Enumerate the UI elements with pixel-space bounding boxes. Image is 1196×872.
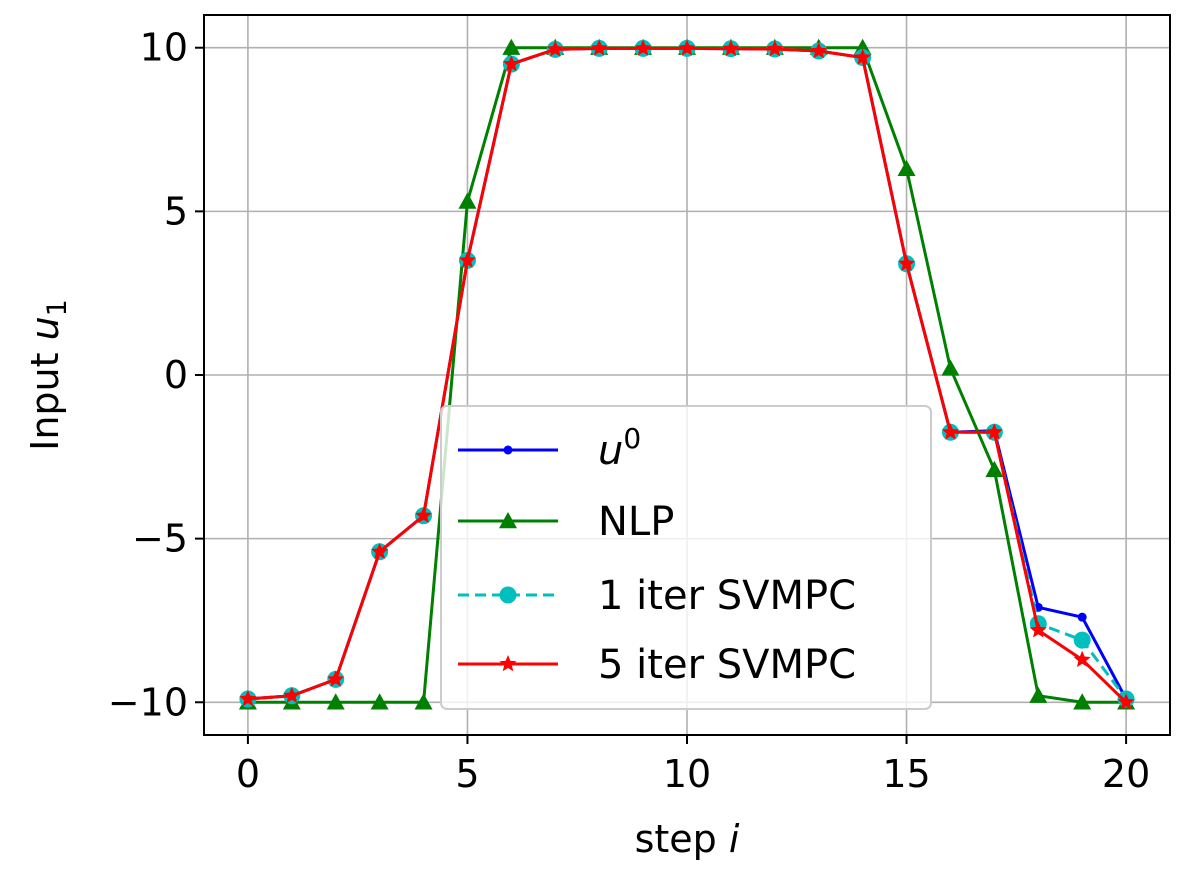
triangle-marker [499,512,517,529]
y-axis-label-var: u [23,316,67,340]
triangle-marker [897,159,916,177]
star-marker [283,686,301,704]
legend: u0 NLP 1 iter SVMPC 5 iter SVMPC [440,405,932,710]
star-marker [414,506,433,524]
dot-marker [503,445,513,455]
star-marker [499,655,517,672]
triangle-marker [370,693,389,710]
y-axis-label: Input u1 [23,299,73,451]
series-layer [238,38,1136,710]
star-marker [1117,693,1135,710]
y-tick-label: 5 [164,189,188,233]
star-marker [941,423,960,440]
star-marker [897,254,916,272]
x-tick-label: 10 [663,752,711,796]
circle-marker [1073,631,1091,649]
legend-label: 5 iter SVMPC [598,642,856,688]
x-tick-label: 15 [882,752,930,796]
legend-label: 1 iter SVMPC [598,573,856,619]
y-tick-label: −10 [108,680,188,724]
triangle-marker [1029,686,1048,703]
triangle-marker [1073,693,1092,710]
star-marker [502,55,520,72]
x-axis-label-text: step [635,817,729,861]
legend-label-base: u [598,428,623,474]
star-marker [371,542,389,560]
star-marker [239,690,257,707]
star-marker [327,670,345,687]
y-tick-label: 0 [164,353,188,397]
y-axis-label-sub: 1 [42,299,73,316]
star-marker [854,48,872,65]
y-axis-label-text: Input [23,340,67,450]
star-marker [634,39,652,56]
y-tick-label: 10 [140,26,188,70]
legend-label-sup: 0 [623,422,641,455]
legend-label: NLP [598,499,674,545]
y-tick-label: −5 [132,517,188,561]
star-marker [1029,621,1047,638]
triangle-marker [985,460,1004,478]
star-marker [458,251,477,268]
triangle-marker [326,693,345,710]
legend-box [440,405,932,710]
legend-label: u0 [598,422,641,474]
star-marker [810,42,828,59]
x-axis-label-var: i [729,817,740,861]
circle-marker [499,586,517,604]
triangle-marker [941,359,960,376]
star-marker [722,39,740,56]
axis-ticks: 0 5 10 15 20 −10 −5 0 5 10 [108,26,1150,796]
star-marker [985,423,1003,440]
x-tick-label: 20 [1102,752,1150,796]
x-tick-label: 0 [236,752,260,796]
star-marker [546,40,564,57]
x-axis-label: step i [635,817,740,861]
star-marker [766,40,784,57]
star-marker [678,39,696,56]
series-5-iter-svmpc [239,39,1135,710]
triangle-marker [414,693,433,710]
star-marker [590,39,608,56]
x-tick-label: 5 [455,752,479,796]
star-marker [1073,650,1091,668]
dot-marker [1077,612,1087,622]
triangle-marker [502,38,521,55]
triangle-marker [458,192,477,209]
